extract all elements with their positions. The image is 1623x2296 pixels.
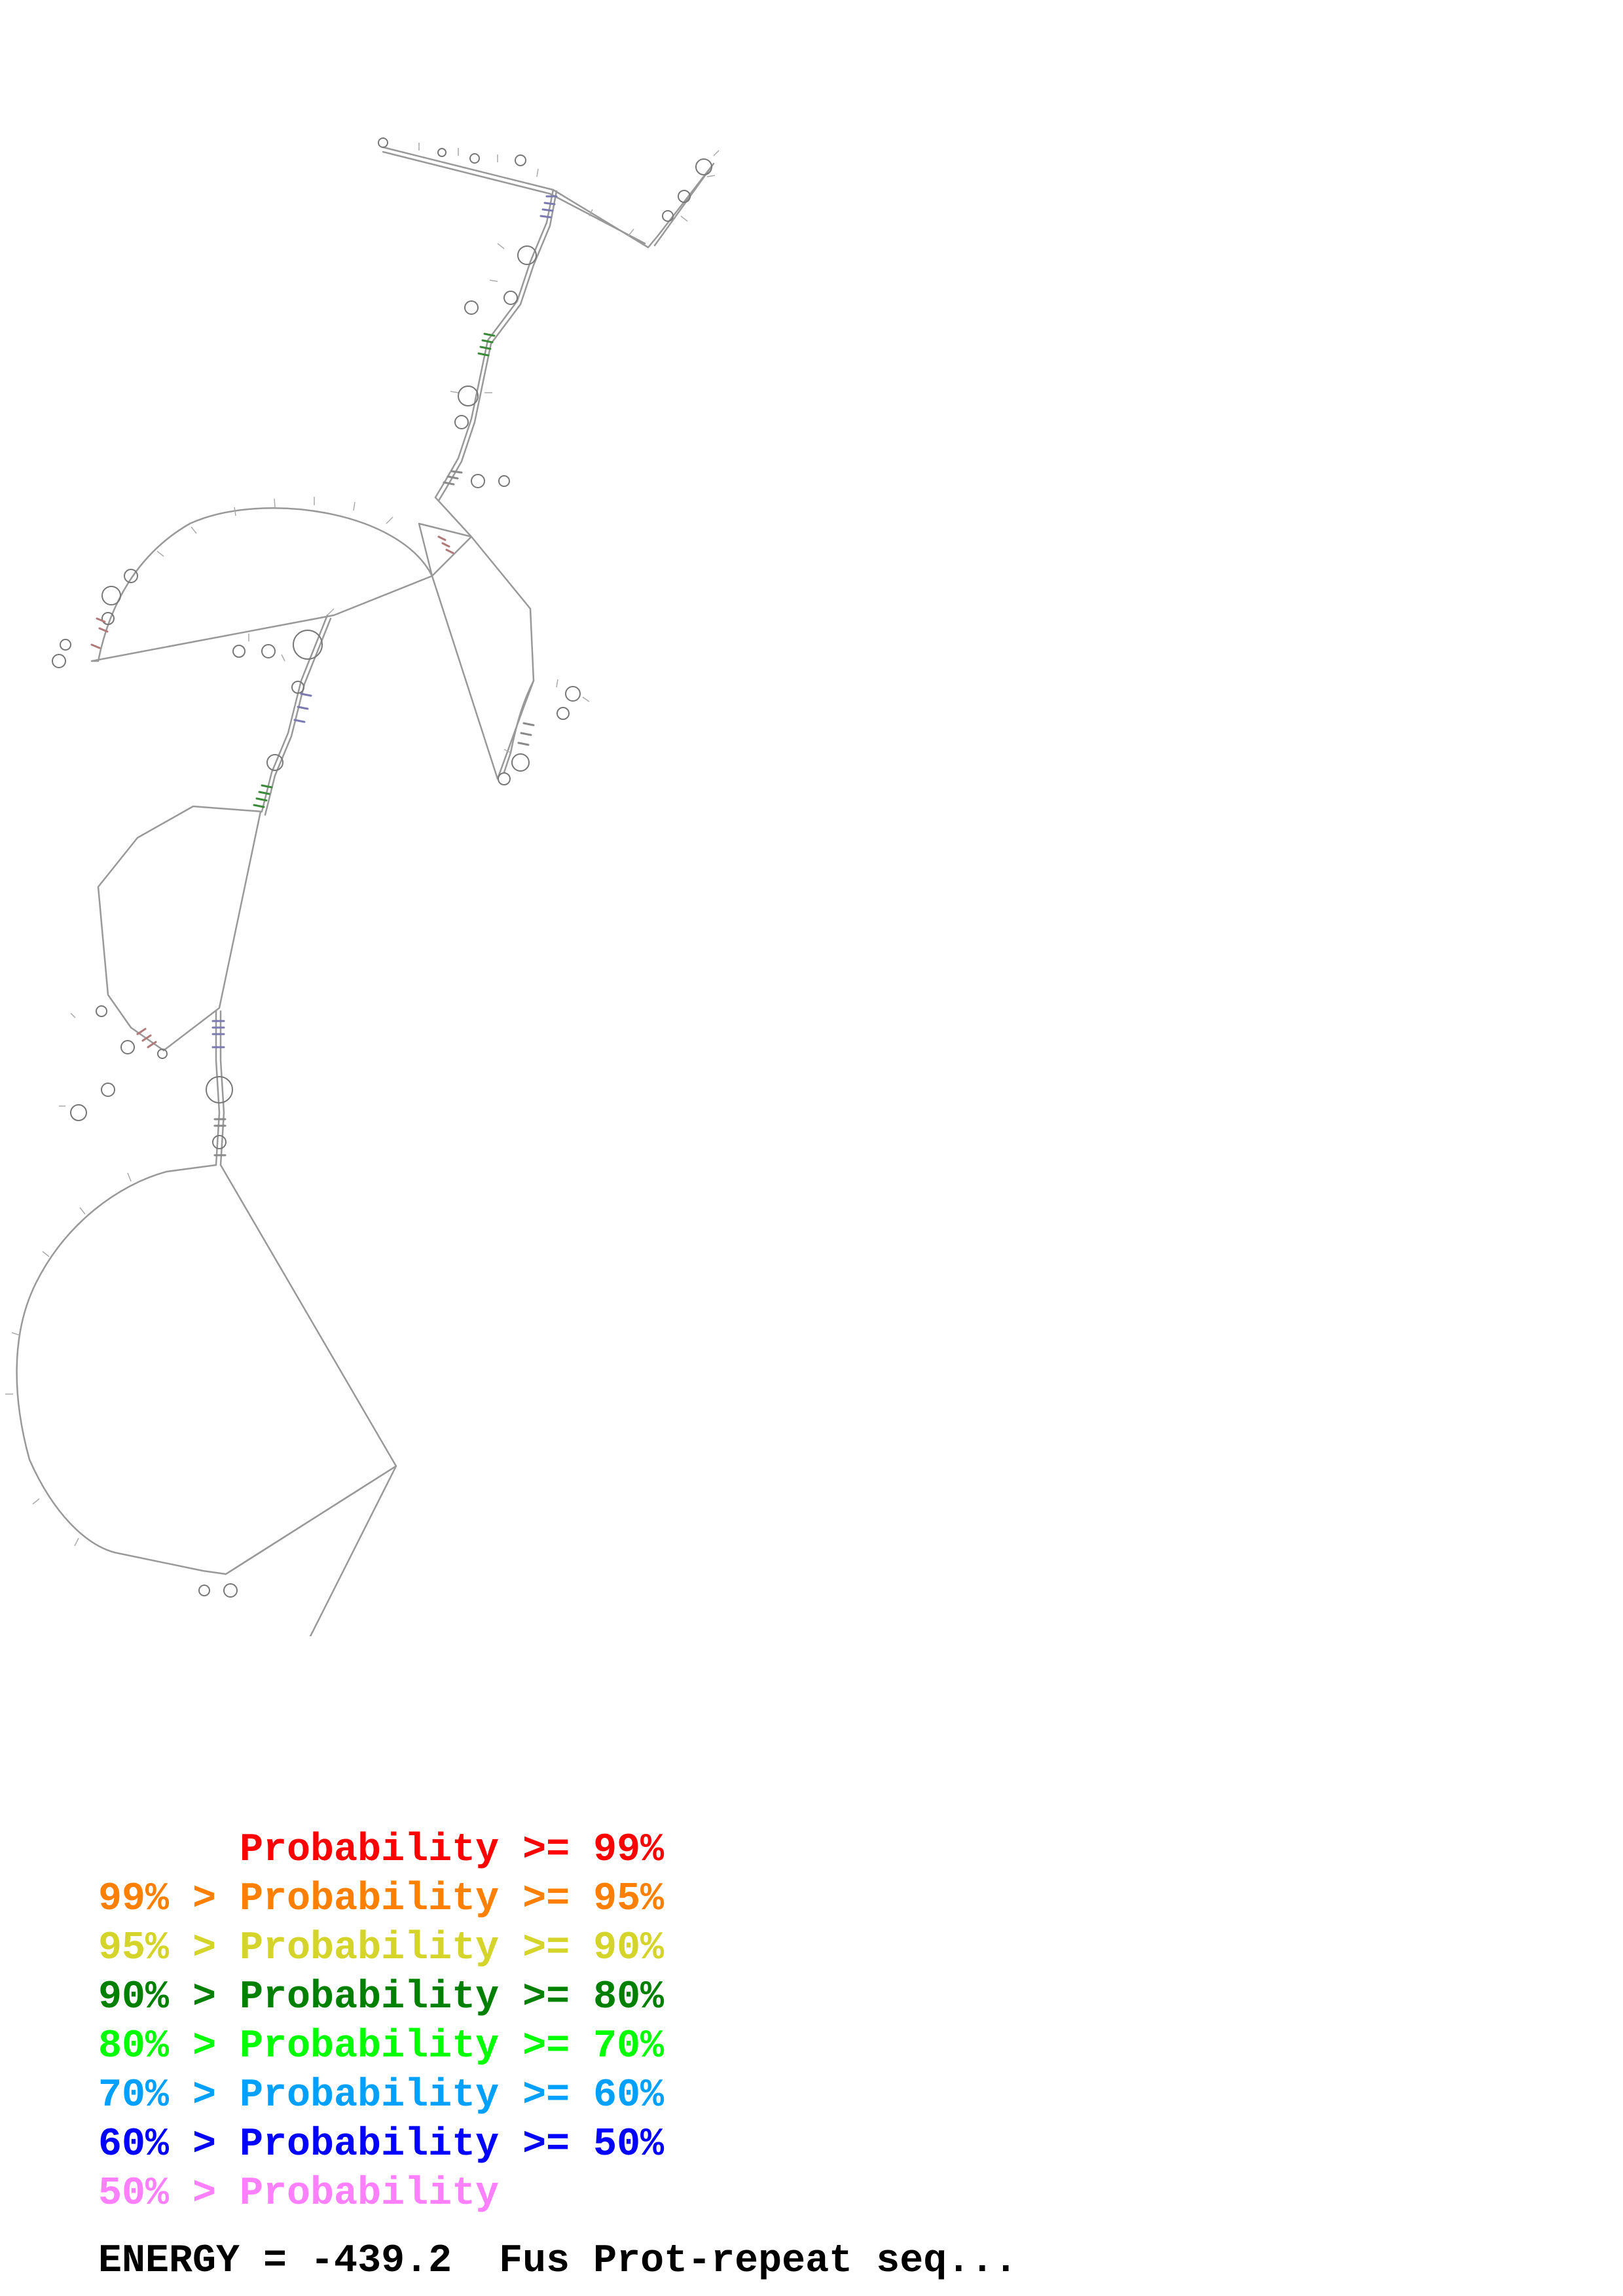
stem-pairs xyxy=(211,1020,225,1049)
legend-row-label: Probability >= 80% xyxy=(240,1975,665,2020)
hairpin-loop xyxy=(517,245,537,265)
legend-row: 60% > Probability >= 50% xyxy=(98,2121,664,2170)
hairpin-loop xyxy=(469,153,480,164)
hairpin-loop xyxy=(471,474,485,488)
hairpin-loop xyxy=(261,644,276,658)
hairpin-loop xyxy=(96,1005,107,1017)
hairpin-loop xyxy=(293,630,323,660)
top-left-arm xyxy=(382,151,646,245)
legend-row: 70% > Probability >= 60% xyxy=(98,2072,664,2121)
stem-pairs xyxy=(539,195,558,219)
probability-legend: Probability >= 99% 99% > Probability >= 9… xyxy=(98,1826,664,2219)
left-arc xyxy=(90,507,433,662)
legend-row: Probability >= 99% xyxy=(98,1826,664,1875)
stem-pairs xyxy=(293,692,312,723)
legend-row-label: Probability >= 50% xyxy=(240,2123,665,2167)
lower-stem-backbone xyxy=(215,1010,221,1166)
hairpin-loop xyxy=(232,645,246,658)
upper-stem-backbone xyxy=(434,188,555,499)
stem-pairs xyxy=(443,470,463,486)
rna-secondary-structure-diagram xyxy=(5,137,720,1636)
hairpin-loop xyxy=(60,639,71,651)
hairpin-loop xyxy=(212,1135,227,1149)
lower-stem-backbone-2 xyxy=(219,1010,225,1166)
hairpin-loop xyxy=(101,1083,115,1097)
top-branch-backbone xyxy=(382,146,715,249)
legend-row: 50% > Probability xyxy=(98,2170,664,2219)
legend-row-prefix: 90% > xyxy=(98,1975,240,2020)
middle-stem-backbone xyxy=(261,614,329,813)
legend-row-label: Probability >= 70% xyxy=(240,2024,665,2069)
hairpin-loop xyxy=(378,137,388,148)
legend-row-prefix: 80% > xyxy=(98,2024,240,2069)
legend-row-prefix: 70% > xyxy=(98,2073,240,2118)
hairpin-loop xyxy=(291,681,304,694)
hairpin-loop xyxy=(515,154,526,166)
legend-row: 95% > Probability >= 90% xyxy=(98,1924,664,1973)
legend-row-label: Probability >= 95% xyxy=(240,1877,665,1922)
hairpin-loop xyxy=(498,475,510,487)
stem-pairs xyxy=(517,722,535,746)
hairpin-loop xyxy=(464,300,479,315)
hairpin-loop xyxy=(556,707,570,720)
bottom-large-loop-closure xyxy=(219,1164,397,1575)
backbone-lines xyxy=(16,146,715,1636)
hairpin-loop xyxy=(101,586,121,605)
junction-lines xyxy=(418,496,535,780)
hairpin-loops xyxy=(52,137,712,1598)
energy-footer: ENERGY = -439.2 Fus Prot-repeat seq... xyxy=(98,2239,1018,2284)
hairpin-loop xyxy=(437,148,447,157)
hairpin-loop xyxy=(662,210,674,222)
legend-row-label: Probability >= 60% xyxy=(240,2073,665,2118)
legend-row-prefix: 50% > xyxy=(98,2172,240,2216)
legend-row-prefix: 95% > xyxy=(98,1926,240,1971)
upper-stem-backbone-2 xyxy=(437,190,558,502)
hairpin-loop xyxy=(52,654,66,668)
hairpin-loop xyxy=(498,772,511,785)
right-junction-arc xyxy=(503,679,535,774)
hairpin-loop xyxy=(503,291,518,305)
hairpin-loop xyxy=(157,1049,168,1059)
hairpin-loop xyxy=(120,1040,135,1054)
legend-row: 99% > Probability >= 95% xyxy=(98,1875,664,1924)
nucleotide-ticks xyxy=(5,143,720,1547)
hairpin-loop xyxy=(458,386,479,406)
hairpin-loop xyxy=(511,753,530,772)
stem-pairs xyxy=(437,535,454,554)
legend-row: 90% > Probability >= 80% xyxy=(98,1973,664,2022)
stem-pairs xyxy=(253,784,273,808)
stem-pairs xyxy=(477,332,496,357)
base-pair-stems xyxy=(90,195,558,1157)
legend-row-label: Probability xyxy=(240,2172,500,2216)
hairpin-loop xyxy=(223,1583,238,1598)
hairpin-loop xyxy=(266,754,283,771)
legend-row-prefix: 60% > xyxy=(98,2123,240,2167)
bottom-large-loop xyxy=(16,1164,397,1636)
hairpin-loop xyxy=(454,415,469,429)
hairpin-loop xyxy=(565,686,581,702)
polygon-loop xyxy=(97,805,263,1052)
hairpin-loop xyxy=(70,1104,87,1121)
hairpin-loop xyxy=(101,612,115,625)
legend-row-label: Probability >= 90% xyxy=(240,1926,665,1971)
legend-row-label: Probability >= 99% xyxy=(240,1828,665,1873)
stem-pairs xyxy=(213,1118,227,1157)
hairpin-loop xyxy=(124,569,138,583)
hairpin-loop xyxy=(198,1585,210,1596)
middle-stem-backbone-2 xyxy=(264,617,332,816)
legend-row: 80% > Probability >= 70% xyxy=(98,2022,664,2072)
legend-row-prefix: 99% > xyxy=(98,1877,240,1922)
hairpin-loop xyxy=(678,190,691,203)
hairpin-loop xyxy=(206,1076,233,1103)
stem-pairs xyxy=(136,1028,157,1049)
hairpin-loop xyxy=(695,158,712,175)
stem-pairs xyxy=(90,617,109,649)
